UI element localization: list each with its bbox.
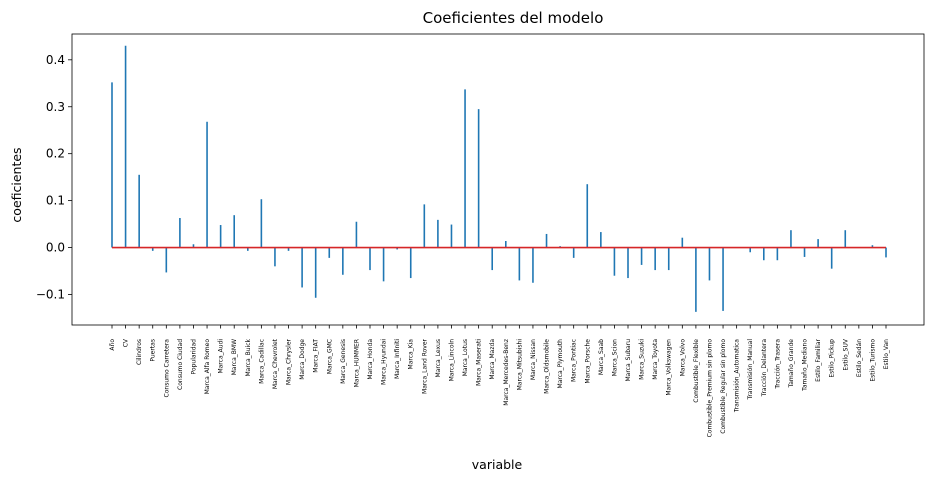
x-tick-label: Marca_Mercedes-Benz	[503, 339, 510, 406]
y-tick-label: −0.1	[36, 287, 65, 301]
x-tick-label: Marca_Chrysler	[286, 338, 293, 385]
x-tick-label: Marca_HUMMER	[353, 339, 360, 387]
x-tick-label: Marca_Lincoln	[448, 339, 455, 382]
x-tick-label: Cilindros	[136, 339, 143, 365]
x-tick-label: Marca_Audi	[218, 339, 225, 374]
x-tick-label: Marca_Chevrolet	[272, 338, 279, 389]
x-tick-label: Marca_Scion	[611, 339, 618, 377]
x-tick-label: Marca_Mazda	[489, 339, 496, 380]
x-tick-label: Puertas	[150, 339, 157, 362]
x-axis-label: variable	[472, 457, 523, 472]
x-tick-label: Consumo Ciudad	[177, 339, 184, 390]
x-tick-label: Marca_Saab	[598, 339, 605, 375]
y-axis-label: coeficientes	[9, 147, 24, 222]
x-tick-label: Marca_Plymouth	[557, 339, 564, 389]
x-tick-label: Tracción_Delantera	[761, 339, 768, 398]
x-tick-label: Estilo_Van	[883, 339, 890, 370]
x-tick-label: Marca_Lotus	[462, 339, 469, 376]
x-tick-label: Marca_Hyundai	[381, 339, 388, 385]
y-tick-label: 0.1	[46, 194, 65, 208]
x-tick-label: Tamaño_Mediano	[802, 339, 809, 392]
y-tick-label: 0.4	[46, 53, 65, 67]
x-tick-label: Estilo_Sedán	[856, 339, 863, 377]
x-tick-label: Transmisión_Manual	[747, 339, 754, 401]
y-tick-label: 0.2	[46, 147, 65, 161]
chart-title: Coeficientes del modelo	[423, 9, 604, 27]
x-tick-label: Marca_Pontiac	[571, 339, 578, 382]
x-tick-label: Marca_Toyota	[652, 339, 659, 380]
x-tick-label: Transmisión_Automatica	[734, 339, 741, 413]
y-tick-label: 0.3	[46, 100, 65, 114]
x-tick-label: Año	[109, 339, 116, 351]
plot-area: −0.1 0.0 0.1 0.2 0.3 0.4 Año CV Cilindros Puertas…	[36, 45, 890, 438]
x-tick-label: Combustible_Flexible	[693, 339, 700, 403]
x-tick-label: CV	[123, 338, 130, 347]
x-tick-label: Marca_Land Rover	[421, 338, 428, 394]
x-tick-label: Popularidad	[190, 339, 197, 375]
x-tick-label: Estilo_Pickup	[829, 339, 836, 378]
x-tick-label: Marca_Infiniti	[394, 339, 401, 379]
x-tick-label: Marca_Volvo	[679, 339, 686, 377]
x-tick-label: Marca_FIAT	[313, 339, 320, 373]
x-tick-label: Combustible_Regular sin plomo	[720, 339, 727, 434]
x-tick-label: Consumo Carretera	[163, 339, 170, 398]
x-tick-label: Estilo_SUV	[842, 338, 849, 370]
x-tick-label: Combustible_Premium sin plomo	[706, 339, 713, 438]
x-tick-label: Marca_Dodge	[299, 339, 306, 380]
x-tick-label: Marca_Porsche	[584, 339, 591, 384]
x-tick-label: Estilo_Familiar	[815, 338, 822, 381]
x-tick-label: Tamaño_Grande	[788, 339, 795, 389]
x-tick-label: Marca_Oldsmobile	[544, 339, 551, 394]
x-tick-label: Marca_BMW	[231, 339, 238, 375]
x-tick-label: Marca_Nissan	[530, 339, 537, 380]
x-tick-label: Marca_Mitsubishi	[516, 339, 523, 391]
x-tick-label: Marca_Volkswagen	[666, 339, 673, 396]
x-tick-label: Marca_Maserati	[476, 339, 483, 386]
x-tick-label: Tracción_Trasera	[774, 339, 781, 390]
x-tick-label: Estilo_Turismo	[869, 339, 876, 382]
x-tick-label: Marca_Genesis	[340, 339, 347, 384]
x-tick-label: Marca_Alfa Romeo	[204, 339, 211, 395]
x-tick-label: Marca_Suzuki	[639, 339, 646, 380]
x-tick-label: Marca_Cadillac	[258, 339, 265, 384]
y-tick-label: 0.0	[46, 241, 65, 255]
x-tick-label: Marca_Buick	[245, 338, 252, 376]
x-tick-label: Marca_Subaru	[625, 339, 632, 382]
x-tick-label: Marca_Lexus	[435, 339, 442, 377]
plot-frame	[71, 33, 925, 326]
x-tick-label: Marca_GMC	[326, 339, 333, 374]
x-tick-label: Marca_Kia	[408, 339, 415, 370]
x-tick-label: Marca_Honda	[367, 339, 374, 380]
